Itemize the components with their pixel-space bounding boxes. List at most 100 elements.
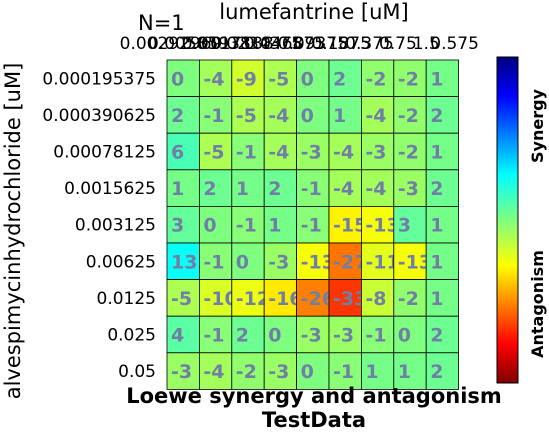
heatmap-cell-value: 2 xyxy=(333,68,346,90)
heatmap-cell-value: -4 xyxy=(365,178,386,200)
colorbar xyxy=(496,56,519,384)
heatmap-cell xyxy=(231,242,265,280)
heatmap-cell-value: 2 xyxy=(171,105,184,127)
y-tick-label: 0.025 xyxy=(107,326,156,346)
y-tick-labels: 0.000195375 0.000390625 0.00078125 0.001562… xyxy=(42,69,156,382)
y-tick-label: 0.05 xyxy=(118,362,156,382)
heatmap-cell xyxy=(393,205,427,244)
heatmap-cell xyxy=(231,59,265,97)
heatmap-cell-value: 1 xyxy=(398,361,411,383)
heatmap-cell-value: -3 xyxy=(365,142,386,164)
heatmap-cell-value: -5 xyxy=(171,288,192,310)
heatmap-cell xyxy=(166,169,200,207)
heatmap-cell xyxy=(231,205,265,244)
heatmap-cell-value: -16 xyxy=(268,288,302,310)
colorbar-top-label: Synergy xyxy=(528,88,547,163)
corner-label: N=1 xyxy=(138,11,185,35)
heatmap-cell-value: 2 xyxy=(430,361,443,383)
x-tick-label: 0.0234375 xyxy=(210,34,302,54)
heatmap-cell xyxy=(198,96,233,134)
heatmap-cell xyxy=(393,352,427,390)
heatmap-cells: 0 -4 -9 -5 0 2 -2 -2 12 -1 -5 -4 0 1 -4 -2 26 -5 -1 -4 -3 -4-… xyxy=(166,59,460,390)
y-tick-label: 0.0125 xyxy=(97,289,156,309)
heatmap-cell-value: -2 xyxy=(236,361,257,383)
heatmap-cell-value: -4 xyxy=(203,361,224,383)
heatmap-cell-value: 1 xyxy=(430,251,443,273)
heatmap-cell-value: -13 xyxy=(301,251,335,273)
heatmap-cell-value: -15 xyxy=(333,215,367,237)
y-tick-label: 0.00625 xyxy=(86,252,156,272)
heatmap-cell-value: -2 xyxy=(365,68,386,90)
heatmap-cell xyxy=(425,279,460,317)
heatmap-cell-value: -10 xyxy=(203,288,237,310)
heatmap-cell-value: 1 xyxy=(365,361,378,383)
heatmap-cell-value: -1 xyxy=(203,251,224,273)
heatmap-cell-value: 2 xyxy=(430,105,443,127)
heatmap-cell xyxy=(393,59,427,97)
heatmap-cell xyxy=(166,279,200,317)
heatmap-cell xyxy=(296,205,330,244)
heatmap-cell-value: -33 xyxy=(333,288,367,310)
heatmap-cell-value: -3 xyxy=(268,251,289,273)
heatmap-cell xyxy=(393,315,427,354)
heatmap-cell-value: -2 xyxy=(398,105,419,127)
heatmap-cell-value: -4 xyxy=(268,142,289,164)
heatmap-cell-value: -2 xyxy=(398,288,419,310)
heatmap-cell-value: -13 xyxy=(365,215,399,237)
heatmap-cell-value: 1 xyxy=(333,105,346,127)
heatmap-cell xyxy=(166,59,200,97)
heatmap-cell-value: -9 xyxy=(236,68,257,90)
heatmap-cell xyxy=(231,132,265,171)
heatmap-cell-value: -1 xyxy=(203,325,224,347)
heatmap-cell-value: -2 xyxy=(398,142,419,164)
x-axis-title: lumefantrine [uM] xyxy=(219,0,409,24)
heatmap-cell xyxy=(425,242,460,280)
heatmap-cell-value: -11 xyxy=(365,251,399,273)
heatmap-cell-value: -8 xyxy=(365,288,386,310)
heatmap-cell xyxy=(360,352,395,390)
heatmap-cell xyxy=(328,315,362,354)
heatmap-cell-value: -3 xyxy=(301,325,322,347)
heatmap-cell xyxy=(166,132,200,171)
heatmap-cell xyxy=(296,279,330,317)
heatmap-cell-value: 4 xyxy=(171,325,184,347)
heatmap-cell xyxy=(231,169,265,207)
heatmap-cell xyxy=(231,96,265,134)
heatmap-cell-value: 1 xyxy=(236,178,249,200)
x-tick-label: 0.375 xyxy=(345,34,394,54)
x-tick-label: 0.575 xyxy=(430,34,479,54)
heatmap-cell-value: 1 xyxy=(430,288,443,310)
heatmap-cell xyxy=(166,205,200,244)
heatmap-cell-value: -3 xyxy=(301,142,322,164)
x-tick-label: 0.046875 xyxy=(244,34,325,54)
x-tick-label: 0.0117188 xyxy=(182,34,274,54)
heatmap-cell xyxy=(263,96,298,134)
heatmap-cell-value: 1 xyxy=(171,178,184,200)
heatmap-cell-value: -4 xyxy=(203,68,224,90)
heatmap-cell xyxy=(198,205,233,244)
heatmap-cell-value: 2 xyxy=(236,325,249,347)
heatmap-cell-value: 0 xyxy=(268,325,281,347)
heatmap-cell xyxy=(198,315,233,354)
x-tick-label: 0.75 xyxy=(379,34,417,54)
heatmap-cell-value: 1 xyxy=(430,68,443,90)
heatmap-cell-value: -1 xyxy=(236,142,257,164)
y-tick-label: 0.000390625 xyxy=(42,106,156,126)
heatmap-cell-value: -3 xyxy=(398,178,419,200)
heatmap-cell-value: -1 xyxy=(203,105,224,127)
x-tick-label: 0.00292969 xyxy=(120,34,223,54)
heatmap-cell-value: 13 xyxy=(171,251,197,273)
heatmap-cell xyxy=(328,132,362,171)
heatmap-cell-value: -4 xyxy=(333,142,354,164)
heatmap-cell xyxy=(393,169,427,207)
heatmap-cell-value: 1 xyxy=(430,215,443,237)
heatmap-cell xyxy=(328,352,362,390)
heatmap-cell xyxy=(263,279,298,317)
heatmap-cell xyxy=(328,169,362,207)
heatmap-cell-value: 0 xyxy=(301,361,314,383)
heatmap-cell-value: -27 xyxy=(333,251,367,273)
heatmap-cell xyxy=(263,242,298,280)
heatmap-cell-value: 2 xyxy=(203,178,216,200)
heatmap-cell-value: -2 xyxy=(398,68,419,90)
